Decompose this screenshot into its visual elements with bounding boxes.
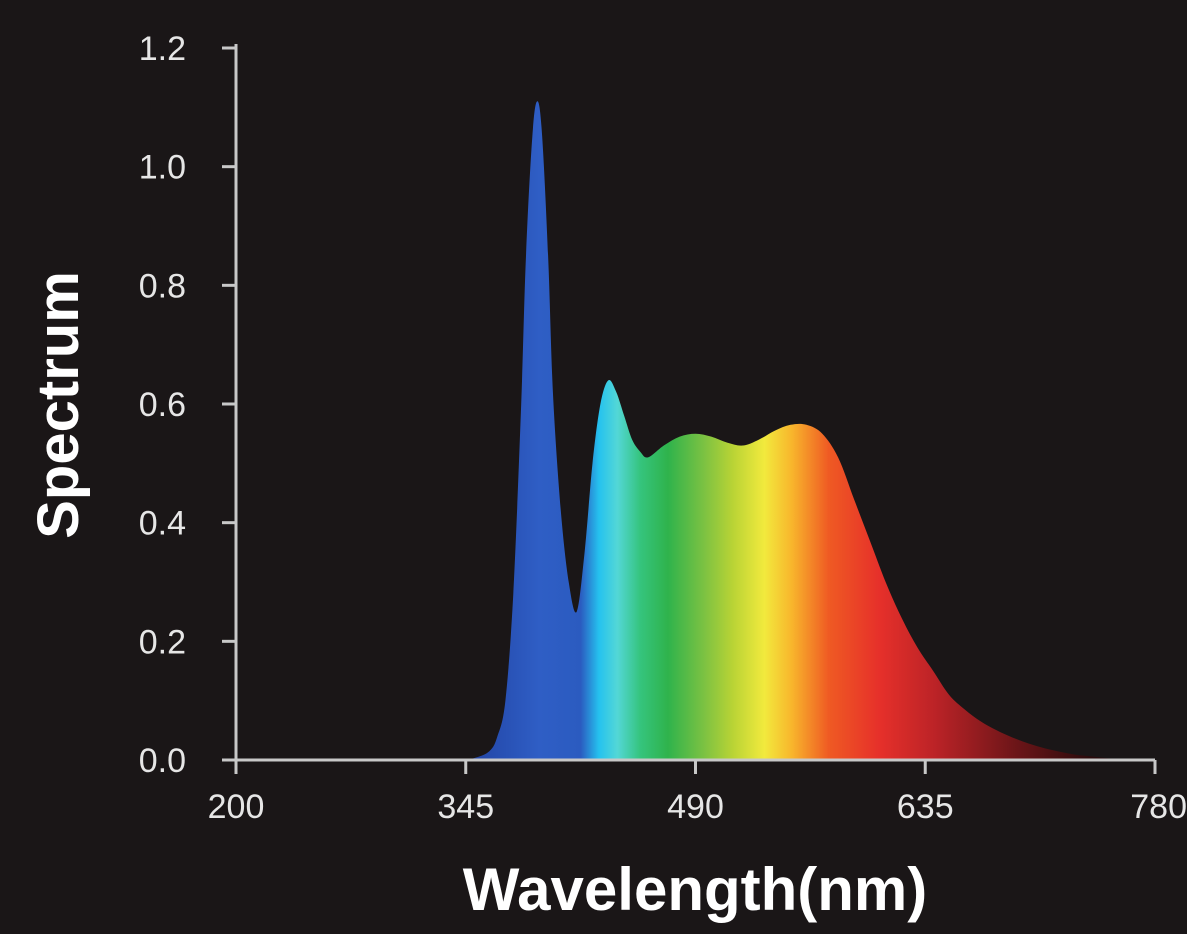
x-tick-label: 200	[208, 788, 265, 826]
y-ticks: 0.0 0.2 0.4 0.6 0.8 1.0 1.2	[139, 30, 236, 780]
x-tick-label: 345	[437, 788, 494, 826]
spectrum-area	[457, 101, 1155, 761]
x-axis-title: Wavelength(nm)	[463, 856, 927, 923]
y-tick-label: 0.4	[139, 505, 186, 543]
y-tick-label: 0.0	[139, 742, 186, 780]
y-axis-title: Spectrum	[26, 271, 91, 539]
y-tick-label: 0.2	[139, 623, 186, 661]
y-tick-label: 0.6	[139, 386, 186, 424]
y-tick-label: 1.0	[139, 149, 186, 187]
x-tick-label: 780	[1130, 788, 1187, 826]
y-tick-label: 0.8	[139, 267, 186, 305]
y-tick-label: 1.2	[139, 30, 186, 68]
x-ticks: 200 345 490 635 780	[208, 760, 1187, 826]
x-tick-label: 635	[897, 788, 954, 826]
x-tick-label: 490	[667, 788, 724, 826]
